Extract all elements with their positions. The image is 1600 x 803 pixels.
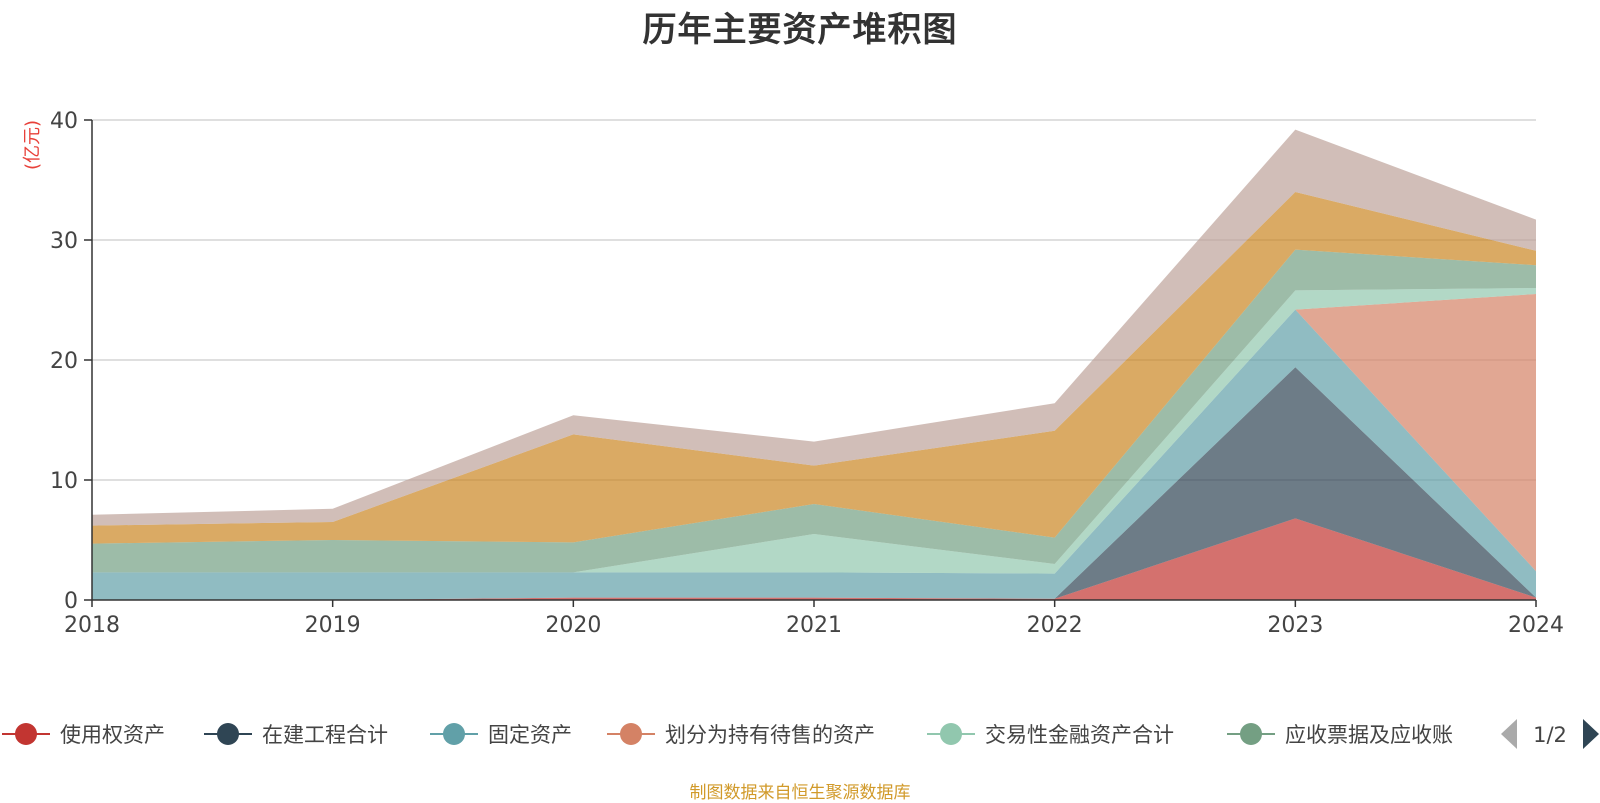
- x-tick-label: 2023: [1267, 613, 1323, 638]
- chart-title: 历年主要资产堆积图: [642, 10, 958, 50]
- area-series-其他[interactable]: [92, 129, 1536, 526]
- legend-circle-marker: [1240, 723, 1262, 745]
- legend-item[interactable]: 应收票据及应收账: [1227, 723, 1453, 747]
- area-series-使用权资产[interactable]: [92, 518, 1536, 600]
- x-tick-label: 2021: [786, 613, 842, 638]
- legend-item[interactable]: 在建工程合计: [204, 723, 388, 747]
- legend-label: 应收票据及应收账: [1285, 723, 1453, 747]
- x-tick-label: 2024: [1508, 613, 1564, 638]
- legend-circle-marker: [620, 723, 642, 745]
- legend: 使用权资产 在建工程合计 固定资产 划分为持有待售的资产 交易性金融资产合计 应收票据及应…: [2, 723, 1453, 747]
- legend-label: 固定资产: [488, 723, 572, 747]
- y-tick-label: 0: [64, 589, 78, 614]
- area-series-存货[interactable]: [92, 192, 1536, 544]
- legend-items: 使用权资产 在建工程合计 固定资产 划分为持有待售的资产 交易性金融资产合计 应收票据及应…: [2, 723, 1453, 747]
- x-tick-label: 2018: [64, 613, 120, 638]
- stacked-areas: [92, 129, 1536, 600]
- legend-circle-marker: [443, 723, 465, 745]
- y-axis-unit-label: (亿元): [22, 120, 43, 170]
- legend-pager: 1/2: [1501, 719, 1599, 749]
- legend-label: 使用权资产: [60, 723, 165, 747]
- legend-prev-icon[interactable]: [1501, 719, 1517, 749]
- x-axis-ticks: 2018 2019 2020 2021 2022 2023 2024: [64, 600, 1564, 638]
- legend-circle-marker: [15, 723, 37, 745]
- legend-item[interactable]: 固定资产: [430, 723, 572, 747]
- area-series-在建工程合计[interactable]: [92, 367, 1536, 600]
- y-tick-label: 20: [50, 349, 78, 374]
- legend-item[interactable]: 划分为持有待售的资产: [607, 723, 875, 747]
- y-axis-ticks: 0 10 20 30 40: [50, 109, 92, 614]
- legend-page-indicator: 1/2: [1533, 723, 1567, 747]
- y-tick-label: 40: [50, 109, 78, 134]
- legend-label: 在建工程合计: [262, 723, 388, 747]
- x-tick-label: 2020: [545, 613, 601, 638]
- legend-circle-marker: [217, 723, 239, 745]
- y-tick-label: 10: [50, 469, 78, 494]
- legend-label: 划分为持有待售的资产: [665, 723, 875, 747]
- area-series-应收票据及应收账款[interactable]: [92, 249, 1536, 573]
- legend-next-icon[interactable]: [1583, 719, 1599, 749]
- area-series-划分为持有待售的资产[interactable]: [92, 294, 1536, 574]
- legend-label: 交易性金融资产合计: [985, 723, 1174, 747]
- x-tick-label: 2019: [305, 613, 361, 638]
- legend-circle-marker: [940, 723, 962, 745]
- x-tick-label: 2022: [1027, 613, 1083, 638]
- data-source-footer: 制图数据来自恒生聚源数据库: [689, 783, 911, 803]
- y-tick-label: 30: [50, 229, 78, 254]
- legend-item[interactable]: 交易性金融资产合计: [927, 723, 1174, 747]
- legend-item[interactable]: 使用权资产: [2, 723, 165, 747]
